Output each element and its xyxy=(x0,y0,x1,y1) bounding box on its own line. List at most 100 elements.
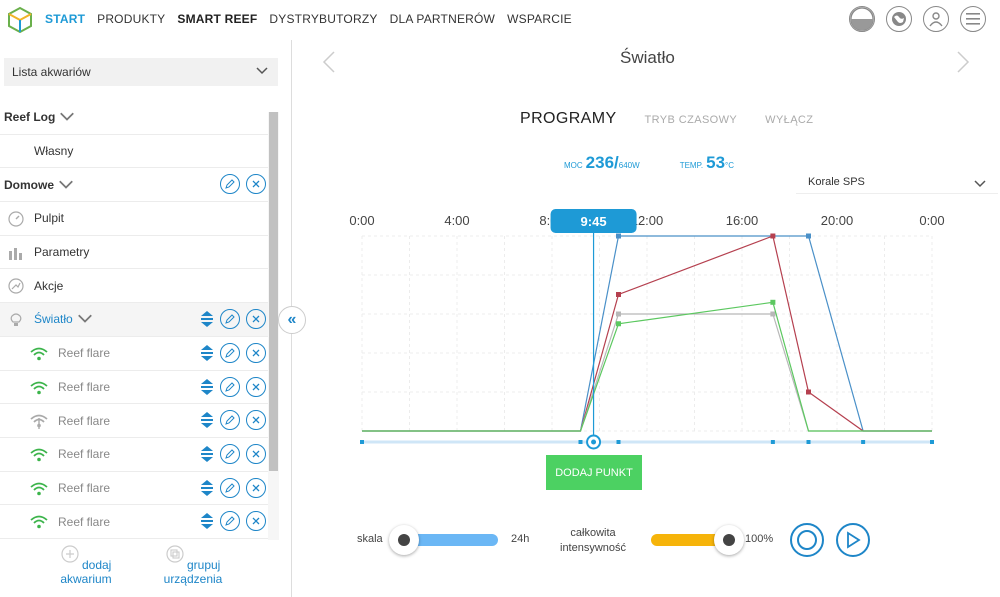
remove-button[interactable] xyxy=(246,342,266,363)
edit-button[interactable] xyxy=(220,410,240,431)
sidebar-item-label: Pulpit xyxy=(34,211,65,226)
add-aquarium-label: dodaj akwarium xyxy=(60,558,112,586)
sort-icon[interactable] xyxy=(200,412,214,429)
sort-icon[interactable] xyxy=(200,344,214,361)
wifi-icon xyxy=(30,482,48,495)
timeline-point xyxy=(578,440,583,444)
collapse-sidebar-button[interactable]: « xyxy=(278,306,306,334)
intensity-slider[interactable] xyxy=(651,534,729,546)
sidebar-item-1[interactable]: Parametry xyxy=(0,236,268,270)
nav-item-4[interactable]: DYSTRYBUTORZY xyxy=(269,12,378,26)
tab-mode-1[interactable]: TRYB CZASOWY xyxy=(644,114,738,126)
remove-button[interactable] xyxy=(246,376,266,397)
top-icons xyxy=(849,6,986,32)
sidebar-item-0[interactable]: Pulpit xyxy=(0,202,268,236)
remove-button[interactable] xyxy=(246,443,266,464)
aquarium-select[interactable]: Lista akwariów xyxy=(4,58,278,86)
timeline-point xyxy=(930,440,934,444)
logo-icon[interactable] xyxy=(6,6,34,34)
x-tick-label: 0:00 xyxy=(919,213,944,228)
remove-button[interactable] xyxy=(246,174,266,195)
x-tick-label: 0:00 xyxy=(349,213,374,228)
sort-icon[interactable] xyxy=(200,513,214,530)
chevron-down-icon xyxy=(974,180,986,188)
x-tick-label: 4:00 xyxy=(444,213,469,228)
device-row[interactable]: Reef flare xyxy=(0,505,268,539)
wifi-icon xyxy=(30,381,48,394)
previous-arrow-icon[interactable] xyxy=(322,50,336,74)
edit-button[interactable] xyxy=(220,511,240,532)
current-time-handle-dot xyxy=(591,439,597,445)
profile-select[interactable]: Korale SPS xyxy=(796,172,998,194)
group-domowe[interactable]: Domowe xyxy=(0,168,268,203)
user-icon[interactable] xyxy=(923,6,949,32)
nav-item-1[interactable]: START xyxy=(45,12,86,26)
group-actions xyxy=(220,174,266,195)
device-label: Reef flare xyxy=(58,379,111,394)
device-row[interactable]: Reef flare xyxy=(0,371,268,405)
status-readouts: MOC 236/640W TEMP. 53°C xyxy=(564,153,734,173)
add-point-button[interactable]: DODAJ PUNKT xyxy=(546,455,642,490)
remove-button[interactable] xyxy=(246,511,266,532)
sidebar-scrollbar[interactable] xyxy=(268,112,279,540)
aquarium-list: Reef Log Własny Domowe Pulpit Parametry Ak… xyxy=(0,101,268,539)
scale-slider[interactable] xyxy=(404,534,498,546)
play-button[interactable] xyxy=(836,523,870,557)
plus-icon xyxy=(61,545,79,563)
edit-button[interactable] xyxy=(220,376,240,397)
sort-icon[interactable] xyxy=(200,311,214,328)
intensity-label-line1: całkowita xyxy=(570,527,616,539)
scrollbar-thumb[interactable] xyxy=(269,112,278,471)
sidebar-item-3[interactable]: Światło xyxy=(0,303,268,337)
chevron-down-icon xyxy=(60,112,75,122)
device-label: Reef flare xyxy=(58,480,111,495)
current-time-badge xyxy=(550,209,637,233)
sort-icon[interactable] xyxy=(200,378,214,395)
x-tick-label: 16:00 xyxy=(726,213,759,228)
sidebar-item-2[interactable]: Akcje xyxy=(0,269,268,304)
device-row[interactable]: Reef flare xyxy=(0,472,268,506)
edit-button[interactable] xyxy=(220,443,240,464)
intensity-value: 100% xyxy=(745,533,774,545)
sort-icon[interactable] xyxy=(200,479,214,496)
edit-button[interactable] xyxy=(220,477,240,498)
nav-item-3[interactable]: SMART REEF xyxy=(177,12,258,26)
power-readout: MOC 236/640W xyxy=(564,153,640,173)
group-reeflog[interactable]: Reef Log xyxy=(0,101,268,135)
sort-icon[interactable] xyxy=(200,445,214,462)
add-aquarium-button[interactable]: dodaj akwarium xyxy=(46,545,126,586)
nav-item-2[interactable]: PRODUKTY xyxy=(97,12,166,26)
device-row[interactable]: Reef flare xyxy=(0,438,268,472)
device-row[interactable]: Reef flare xyxy=(0,337,268,371)
intensity-slider-handle[interactable] xyxy=(714,525,744,555)
row-actions xyxy=(200,342,266,363)
stop-circle-icon xyxy=(797,530,817,550)
remove-button[interactable] xyxy=(246,477,266,498)
stop-button[interactable] xyxy=(790,523,824,557)
nav-item-5[interactable]: DLA PARTNERÓW xyxy=(389,12,496,26)
edit-button[interactable] xyxy=(220,174,240,195)
remove-button[interactable] xyxy=(246,309,266,330)
sidebar-item-wlasny[interactable]: Własny xyxy=(0,135,268,169)
temp-readout: TEMP. 53°C xyxy=(680,153,734,173)
x-tick-label: 20:00 xyxy=(821,213,854,228)
tab-mode-0[interactable]: PROGRAMY xyxy=(520,110,617,127)
sidebar: Lista akwariów Reef Log Własny Domowe Pu… xyxy=(0,40,292,597)
display-mode-icon[interactable] xyxy=(849,6,875,32)
series-point-blue xyxy=(616,233,621,239)
tab-mode-2[interactable]: WYŁĄCZ xyxy=(765,114,814,126)
edit-button[interactable] xyxy=(220,342,240,363)
next-arrow-icon[interactable] xyxy=(956,50,970,74)
menu-icon[interactable] xyxy=(960,6,986,32)
aquarium-select-label: Lista akwariów xyxy=(12,65,91,79)
group-devices-button[interactable]: grupuj urządzenia xyxy=(148,545,238,586)
edit-button[interactable] xyxy=(220,309,240,330)
device-row[interactable]: Reef flare xyxy=(0,404,268,438)
nav-item-6[interactable]: WSPARCIE xyxy=(507,12,572,26)
scale-slider-handle[interactable] xyxy=(389,525,419,555)
globe-icon[interactable] xyxy=(886,6,912,32)
power-max: 640W xyxy=(618,161,640,170)
temp-label: TEMP. xyxy=(679,161,704,170)
remove-button[interactable] xyxy=(246,410,266,431)
